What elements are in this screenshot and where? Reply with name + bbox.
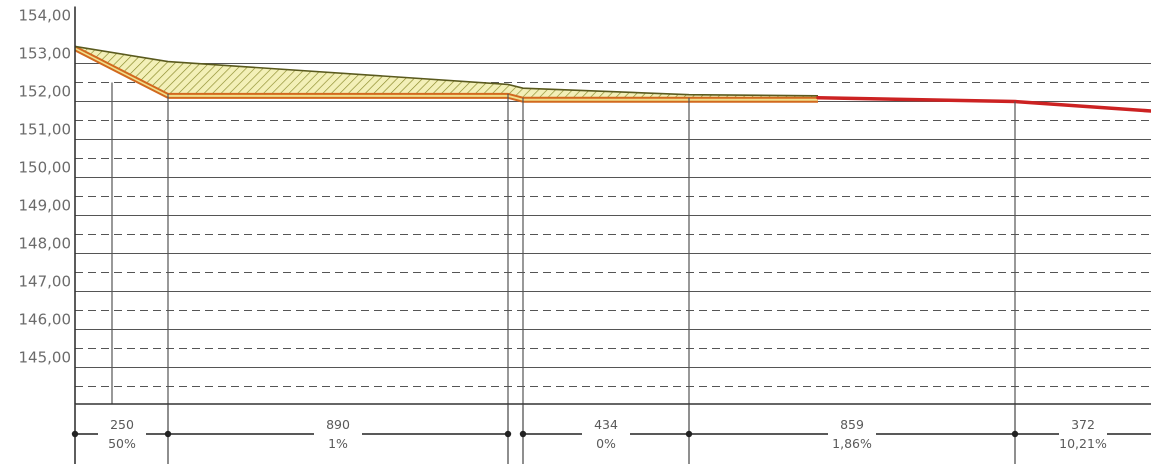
- y-tick-label: 146,00: [19, 311, 72, 329]
- segment-node: [519, 430, 527, 438]
- y-tick-label: 148,00: [19, 235, 72, 253]
- segment-slope-label: 0%: [596, 436, 616, 451]
- axes: [74, 6, 1151, 464]
- y-tick-label: 147,00: [19, 273, 72, 291]
- segment-length-label: 372: [1071, 417, 1095, 432]
- y-tick-label: 151,00: [19, 121, 72, 139]
- segment-node: [504, 430, 512, 438]
- fill-areas: [75, 46, 818, 102]
- y-tick-label: 154,00: [19, 7, 72, 25]
- segment-slope-label: 1%: [328, 436, 348, 451]
- segment-slope-label: 50%: [108, 436, 136, 451]
- segment-slope-label: 1,86%: [832, 436, 872, 451]
- segment-node: [1011, 430, 1019, 438]
- y-axis-ticks: 145,00 146,00 147,00 148,00 149,00 150,00 151,…: [19, 7, 72, 367]
- segment-slope-label: 10,21%: [1059, 436, 1107, 451]
- segment-node: [71, 430, 79, 438]
- y-tick-label: 152,00: [19, 83, 72, 101]
- segment-node: [164, 430, 172, 438]
- segment-band: 250 50% 890 1% 434 0% 859 1,86% 372 10,21%: [71, 404, 1151, 464]
- segment-length-label: 434: [594, 417, 618, 432]
- grid: [75, 62, 1151, 388]
- y-tick-label: 145,00: [19, 349, 72, 367]
- profile-line-bottom: [74, 49, 818, 103]
- profile-line-top: [74, 45, 818, 99]
- station-lines: [111, 82, 1016, 404]
- terrain-line: [74, 45, 819, 97]
- segment-length-label: 859: [840, 417, 864, 432]
- y-tick-label: 150,00: [19, 159, 72, 177]
- segment-node: [685, 430, 693, 438]
- y-tick-label: 153,00: [19, 45, 72, 63]
- trend-line: [816, 95, 1151, 113]
- cut-fill-area: [75, 46, 818, 98]
- segment-length-label: 890: [326, 417, 350, 432]
- y-tick-label: 149,00: [19, 197, 72, 215]
- segment-length-label: 250: [110, 417, 134, 432]
